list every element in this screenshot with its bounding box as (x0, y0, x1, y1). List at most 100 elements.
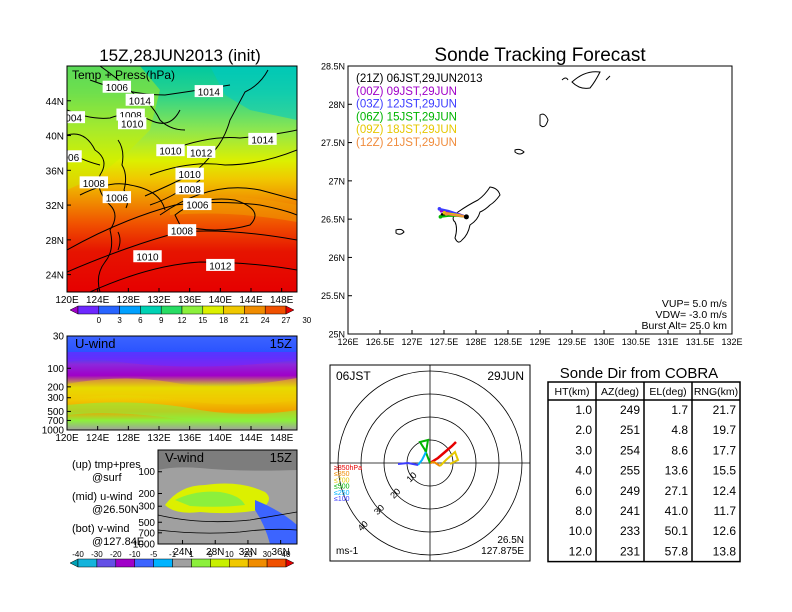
map-lat-tick-label: 44N (46, 97, 64, 108)
isobar-label-bg (167, 224, 197, 237)
v-wind-core-field (175, 491, 245, 507)
table-cell: 50.1 (665, 524, 689, 538)
colorbar-tick-label: 30 (302, 316, 311, 325)
v-wind-lat-tick-label: 28N (206, 547, 224, 558)
v-wind-lat-ticks: 24N 28N 32N 36N (173, 540, 290, 558)
u-wind-lon-tick-label: 128E (117, 433, 141, 444)
table-cell: 4.8 (671, 423, 688, 437)
sonde-track-paths (437, 207, 469, 220)
table-cell: 6.0 (575, 484, 592, 498)
colorbar-tick-label: 3 (117, 316, 122, 325)
v-wind-label: V-wind (165, 450, 204, 465)
table-cell: 12.4 (713, 484, 737, 498)
track-param: VDW= -3.0 m/s (656, 309, 727, 321)
table-cell: 13.6 (665, 464, 689, 478)
isobar-label-bg (67, 150, 82, 163)
track-lat-tick-label: 28N (328, 100, 345, 110)
trace-surface (429, 441, 457, 465)
v-wind-lat-tick-label: 24N (173, 547, 191, 558)
sonde-burst-point (444, 212, 449, 216)
sonde-burst-point (437, 207, 442, 211)
isobar-label: 1006 (186, 201, 209, 212)
hodograph-time-left: 06JST (336, 369, 371, 383)
hodograph-level-label: ≤700 (334, 477, 350, 484)
v-colorbar-segment (172, 558, 192, 568)
v-colorbar-tick-label: 30 (263, 550, 272, 559)
v-wind-negative-field (255, 500, 297, 544)
table-cell: 10.0 (569, 524, 593, 538)
v-colorbar-tick-label: 10 (225, 550, 234, 559)
u-wind-label: U-wind (75, 336, 115, 351)
sonde-track (446, 212, 467, 218)
track-lon-tick-label: 130.5E (622, 337, 651, 347)
track-forecast-label: (03Z) 12JST,29JUN (356, 99, 457, 111)
cool-ocean-field (210, 66, 297, 120)
track-lon-tick-label: 131E (657, 337, 678, 347)
table-cell: 4.0 (575, 464, 592, 478)
trace-100 (397, 461, 419, 466)
map-lon-tick-label: 132E (147, 295, 171, 306)
v-wind-p-tick-label: 200 (138, 489, 155, 500)
colorbar-tick-label: 0 (97, 316, 102, 325)
v-wind-p-tick-label: 300 (138, 502, 155, 513)
isobar-label: 1006 (106, 194, 129, 205)
v-wind-contour (158, 528, 297, 534)
v-colorbar-high-arrow (285, 558, 295, 568)
v-colorbar-tick-label: 5 (208, 550, 213, 559)
u-wind-lower-field (67, 402, 297, 423)
u-wind-p-tick-label: 700 (47, 416, 64, 427)
table-cell: 12.6 (713, 524, 737, 538)
u-wind-lon-tick-label: 124E (86, 433, 110, 444)
v-wind-upper-field (158, 450, 297, 471)
v-colorbar-segment (153, 558, 173, 568)
map-lon-tick-label: 148E (270, 295, 294, 306)
island-coastline (561, 77, 569, 81)
isobar-label-bg (206, 258, 235, 271)
v-colorbar-tick-label: -5 (150, 550, 158, 559)
colorbar-tick-label: 18 (219, 316, 228, 325)
hodograph-ring-label: 30 (372, 503, 386, 517)
v-colorbar-segment (134, 558, 154, 568)
u-wind-jet-field (67, 378, 297, 405)
isobar-label-bg (183, 198, 212, 211)
map-lat-tick-label: 28N (46, 236, 64, 247)
legend-note-line2: @surf (92, 472, 122, 484)
track-forecast-label: (06Z) 15JST,29JUN (356, 111, 457, 123)
hodograph-level-label: ≤250 (334, 490, 350, 497)
table-cell: 15.5 (713, 464, 737, 478)
isobar-label-bg (175, 182, 204, 195)
track-forecast-label: (21Z) 06JST,29JUN2013 (356, 73, 483, 85)
v-colorbar-segment (266, 558, 287, 568)
v-wind-p-tick-label: 100 (138, 467, 155, 478)
tokunoshima-coastline (539, 113, 549, 128)
isobar-label: 1010 (121, 120, 144, 131)
map-lon-ticks: 120E 124E 128E 132E 136E 140E 144E 148E (55, 288, 294, 306)
isobar-label: 006 (62, 153, 79, 164)
panel-legend-notes: (up) tmp+pres@surf (mid) u-wind@26.50N (bo… (72, 459, 144, 548)
colorbar-tick-label: 27 (282, 316, 291, 325)
u-wind-time: 15Z (270, 336, 292, 351)
track-forecast-label: (12Z) 21JST,29JUN (356, 137, 457, 149)
track-lat-tick-label: 25N (328, 330, 345, 340)
track-lat-tick-label: 28.5N (321, 62, 345, 72)
taiwan-coastline (117, 231, 121, 251)
v-wind-colorbar: -40 -30 -20 -10 -5 -1 1 5 10 20 30 40 (69, 550, 295, 568)
v-colorbar-segment (229, 558, 249, 568)
legend-note-line1: (mid) u-wind (72, 491, 133, 503)
isobar-label-bg (248, 132, 277, 145)
table-cell: 1.0 (575, 403, 592, 417)
sonde-burst-point (438, 215, 443, 219)
table-cell: 11.7 (714, 504, 737, 518)
track-forecast-legend: (21Z) 06JST,29JUN2013(00Z) 09JST,29JUN(0… (356, 73, 483, 149)
hodograph-level-legend: ≥850hPa≤850≤700≤500≤250≤100 (334, 465, 362, 503)
colorbar-high-arrow (285, 305, 295, 315)
isobar-label: 1008 (83, 179, 106, 190)
hodograph-ring-label: 20 (388, 486, 402, 500)
colorbar-tick-label: 12 (178, 316, 187, 325)
track-lon-tick-label: 128.5E (494, 337, 523, 347)
table-cell: 231 (620, 544, 640, 558)
isobar-label: 1008 (120, 111, 143, 122)
temperature-colorbar: 0 3 6 9 12 15 18 21 24 27 30 (69, 305, 312, 325)
table-cell: 2.0 (575, 423, 592, 437)
